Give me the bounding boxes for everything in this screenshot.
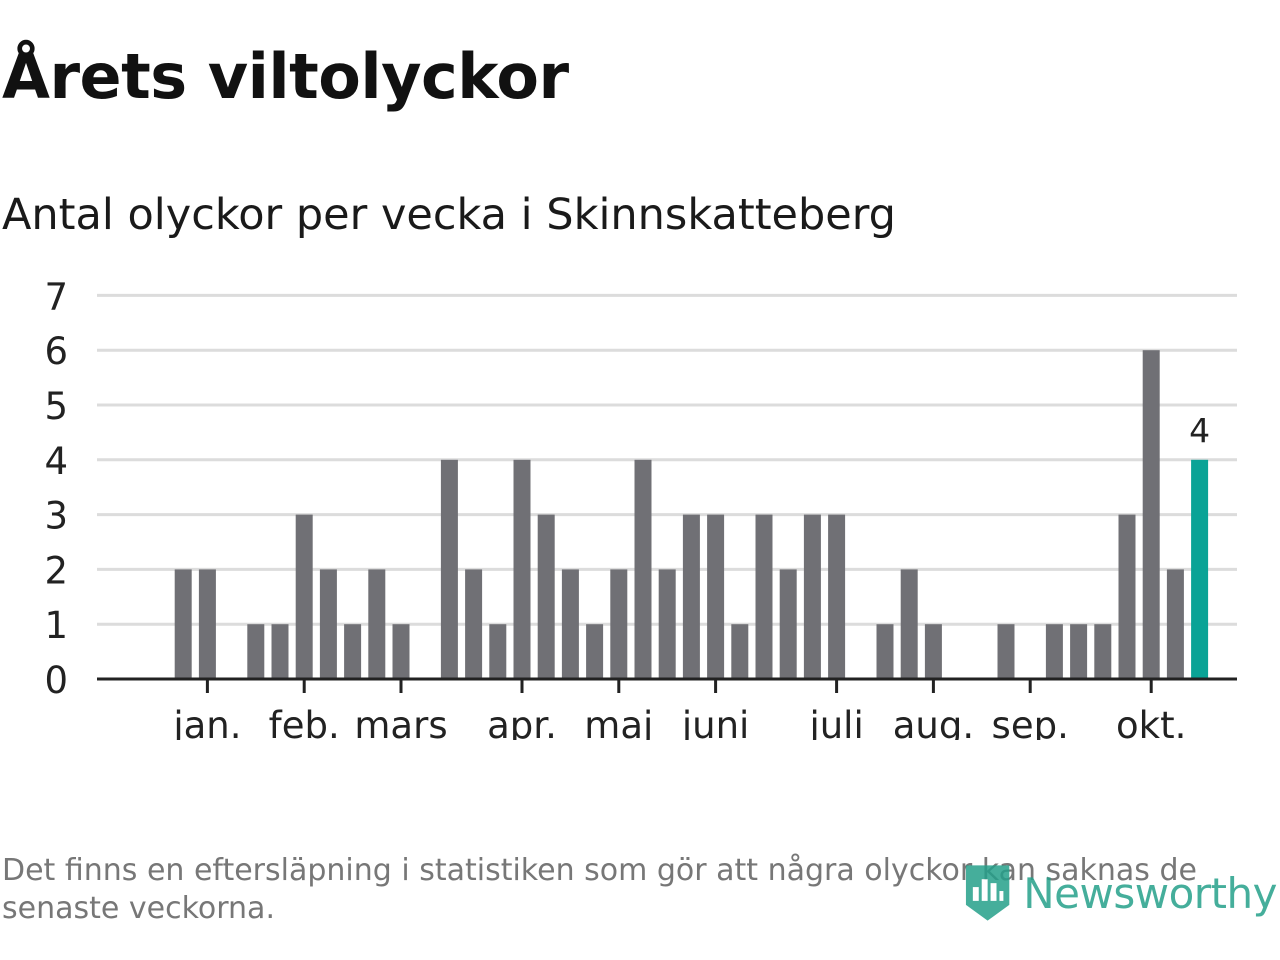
chart-title: Årets viltolyckor xyxy=(2,40,569,113)
bar xyxy=(997,624,1015,679)
bar-chart: 0 1 2 3 4 5 6 7 jan. feb. mars apr. maj juni juli aug.… xyxy=(44,275,1237,740)
bar xyxy=(295,514,313,679)
x-tick-label: okt. xyxy=(1116,704,1186,740)
bar xyxy=(658,569,676,679)
bar xyxy=(610,569,628,679)
gridlines xyxy=(97,293,1237,626)
bar xyxy=(779,569,797,679)
y-tick-label: 0 xyxy=(44,659,68,702)
bar xyxy=(682,514,700,679)
y-axis-tick-labels: 0 1 2 3 4 5 6 7 xyxy=(44,275,68,702)
bar xyxy=(731,624,749,679)
bar xyxy=(707,514,725,679)
bar xyxy=(924,624,942,679)
y-tick-label: 2 xyxy=(44,549,68,592)
newsworthy-logo-text: Newsworthy xyxy=(1023,868,1277,918)
bar xyxy=(440,459,458,679)
bar xyxy=(828,514,846,679)
bar xyxy=(247,624,265,679)
x-tick-label: maj xyxy=(584,704,653,740)
highlight-bar xyxy=(1191,459,1209,679)
bar xyxy=(1118,514,1136,679)
bar xyxy=(561,569,579,679)
y-tick-label: 5 xyxy=(44,385,68,428)
x-tick-label: apr. xyxy=(487,704,557,740)
bar xyxy=(392,624,410,679)
x-axis xyxy=(97,677,1237,693)
y-tick-label: 1 xyxy=(44,604,68,647)
x-tick-label: jan. xyxy=(172,704,241,740)
bar xyxy=(803,514,821,679)
newsworthy-logo-icon xyxy=(965,865,1010,921)
bar xyxy=(1070,624,1088,679)
bar xyxy=(1094,624,1112,679)
chart-subtitle: Antal olyckor per vecka i Skinnskatteber… xyxy=(2,190,896,240)
x-axis-tick-labels: jan. feb. mars apr. maj juni juli aug. sep. okt. xyxy=(172,704,1186,740)
x-tick-label: aug. xyxy=(893,704,974,740)
bar xyxy=(586,624,604,679)
bar xyxy=(513,459,531,679)
y-tick-label: 4 xyxy=(44,440,68,483)
bar xyxy=(465,569,483,679)
x-tick-label: feb. xyxy=(269,704,340,740)
bar xyxy=(876,624,894,679)
data-labels: 4 xyxy=(1189,411,1210,450)
bar xyxy=(368,569,386,679)
highlight-data-label: 4 xyxy=(1189,411,1210,450)
bars xyxy=(174,350,1209,679)
bar xyxy=(174,569,192,679)
bar xyxy=(1045,624,1063,679)
bar xyxy=(900,569,918,679)
bar xyxy=(1142,350,1160,679)
x-tick-label: sep. xyxy=(992,704,1069,740)
bar xyxy=(537,514,555,679)
bar xyxy=(344,624,362,679)
x-tick-label: juni xyxy=(681,704,749,740)
x-tick-label: mars xyxy=(354,704,447,740)
y-tick-label: 7 xyxy=(44,275,68,318)
bar xyxy=(489,624,507,679)
bar xyxy=(319,569,337,679)
x-tick-label: juli xyxy=(808,704,863,740)
bar xyxy=(198,569,216,679)
y-tick-label: 6 xyxy=(44,330,68,373)
bar xyxy=(755,514,773,679)
bar xyxy=(634,459,652,679)
bar xyxy=(1166,569,1184,679)
newsworthy-logo: Newsworthy xyxy=(962,858,1277,928)
y-tick-label: 3 xyxy=(44,495,68,538)
bar xyxy=(271,624,289,679)
